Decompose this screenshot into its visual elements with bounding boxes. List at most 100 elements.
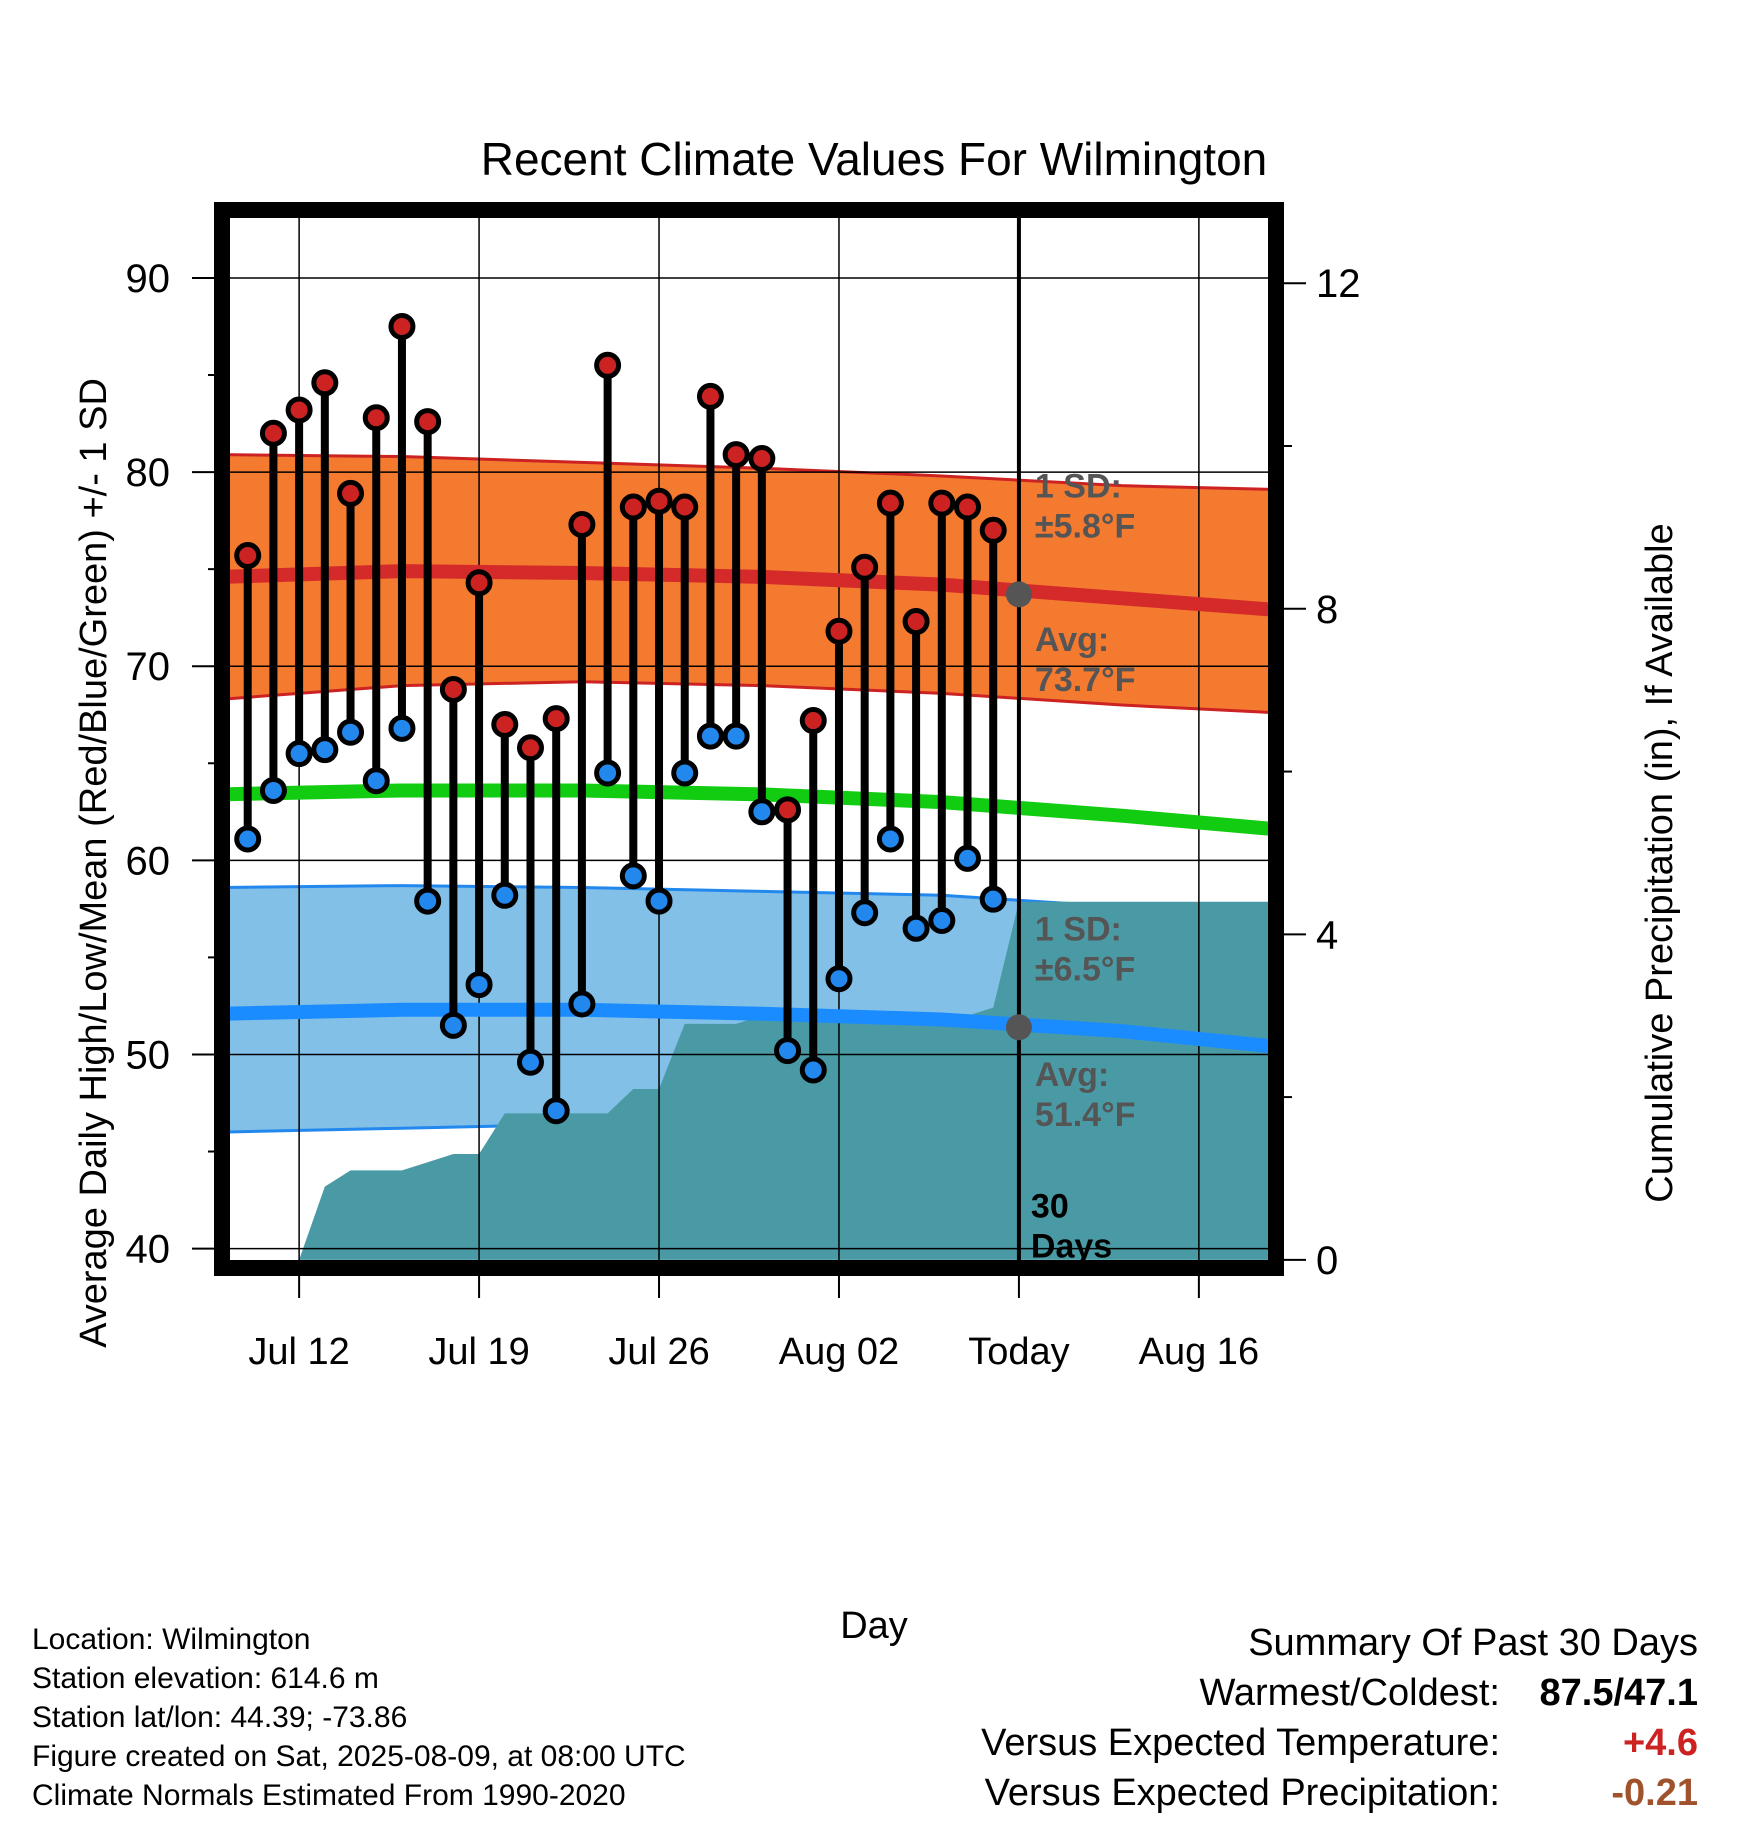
chart-title: Recent Climate Values For Wilmington	[481, 133, 1268, 185]
precip-label: Versus Expected Precipitation:	[984, 1772, 1500, 1814]
high-point	[311, 369, 339, 397]
x-tick-label: Jul 26	[608, 1331, 709, 1373]
high-point	[799, 707, 827, 735]
high-point	[774, 796, 802, 824]
low-point	[516, 1048, 544, 1076]
high-point	[439, 675, 467, 703]
temp-value: +4.6	[1622, 1722, 1698, 1764]
low-point	[439, 1011, 467, 1039]
high-point	[259, 419, 287, 447]
low-point	[799, 1056, 827, 1084]
high-point	[671, 493, 699, 521]
x-tick-label: Aug 16	[1139, 1331, 1259, 1373]
low-avg-annotation: Avg:	[1035, 1056, 1109, 1094]
y2-tick-label: 12	[1316, 262, 1361, 306]
y-tick-label: 50	[126, 1033, 171, 1077]
high-point	[979, 516, 1007, 544]
high-point	[928, 489, 956, 517]
low-point	[362, 767, 390, 795]
low-point	[979, 885, 1007, 913]
low-point	[568, 990, 596, 1018]
high-point	[542, 705, 570, 733]
low-point	[645, 887, 673, 915]
low-avg-marker	[1005, 1014, 1032, 1041]
high-point	[568, 510, 596, 538]
temp-label: Versus Expected Temperature:	[981, 1722, 1500, 1764]
summary-panel: Summary Of Past 30 Days Warmest/Coldest:…	[798, 1618, 1698, 1818]
location-text: Location: Wilmington	[32, 1623, 311, 1656]
low-point	[619, 862, 647, 890]
warmest-label: Warmest/Coldest:	[1199, 1672, 1500, 1714]
high-sd-annotation: ±5.8°F	[1035, 508, 1135, 546]
station-info: Location: Wilmington Station elevation: …	[32, 1620, 686, 1815]
y2-tick-label: 8	[1316, 588, 1338, 632]
low-point	[671, 759, 699, 787]
plot-clip-group	[222, 210, 1276, 1268]
low-point	[414, 887, 442, 915]
high-point	[594, 351, 622, 379]
low-sd-annotation: 1 SD:	[1035, 910, 1122, 948]
x-tick-label: Jul 19	[428, 1331, 529, 1373]
low-point	[902, 914, 930, 942]
elevation-text: Station elevation: 614.6 m	[32, 1662, 379, 1695]
low-point	[465, 971, 493, 999]
low-point	[722, 722, 750, 750]
high-point	[876, 489, 904, 517]
summary-heading: Summary Of Past 30 Days	[1248, 1622, 1698, 1664]
low-point	[388, 714, 416, 742]
low-mean-line	[222, 1002, 1276, 1054]
y-tick-label: 80	[126, 451, 171, 495]
low-point	[234, 825, 262, 853]
high-point	[851, 553, 879, 581]
high-point	[722, 441, 750, 469]
x-tick-label: Today	[968, 1331, 1069, 1373]
plot-frame	[214, 202, 1284, 1276]
high-point	[491, 710, 519, 738]
low-point	[928, 907, 956, 935]
high-point	[645, 487, 673, 515]
high-point	[285, 396, 313, 424]
high-point	[414, 408, 442, 436]
y-tick-label: 60	[126, 839, 171, 883]
high-sd-annotation: 1 SD:	[1035, 468, 1122, 506]
high-sd-band	[222, 454, 1276, 713]
y-tick-label: 40	[126, 1228, 171, 1272]
high-avg-annotation: 73.7°F	[1035, 661, 1136, 699]
low-point	[851, 899, 879, 927]
low-point	[954, 844, 982, 872]
x-tick-label: Aug 02	[779, 1331, 899, 1373]
high-point	[954, 493, 982, 521]
latlon-text: Station lat/lon: 44.39; -73.86	[32, 1701, 408, 1734]
high-point	[516, 734, 544, 762]
low-point	[285, 740, 313, 768]
y-tick-label: 90	[126, 257, 171, 301]
temp-row: Versus Expected Temperature: +4.6	[798, 1718, 1698, 1768]
low-point	[876, 825, 904, 853]
high-point	[902, 608, 930, 636]
low-point	[594, 759, 622, 787]
low-point	[311, 736, 339, 764]
high-point	[619, 493, 647, 521]
x-axis-label: Day	[840, 1605, 908, 1647]
normals-text: Climate Normals Estimated From 1990-2020	[32, 1779, 626, 1812]
low-point	[337, 718, 365, 746]
high-point	[362, 404, 390, 432]
low-sd-annotation: ±6.5°F	[1035, 950, 1135, 988]
summary-heading-row: Summary Of Past 30 Days	[798, 1618, 1698, 1668]
y2-tick-label: 4	[1316, 913, 1338, 957]
high-point	[748, 444, 776, 472]
high-point	[465, 569, 493, 597]
high-point	[825, 617, 853, 645]
high-point	[696, 382, 724, 410]
precip-area	[299, 901, 1276, 1260]
low-point	[748, 798, 776, 826]
warmest-row: Warmest/Coldest: 87.5/47.1	[798, 1668, 1698, 1718]
days-annotation: 30	[1031, 1188, 1069, 1226]
precip-row: Versus Expected Precipitation: -0.21	[798, 1768, 1698, 1818]
high-point	[337, 479, 365, 507]
y-tick-label: 70	[126, 645, 171, 689]
low-point	[491, 881, 519, 909]
high-point	[388, 312, 416, 340]
